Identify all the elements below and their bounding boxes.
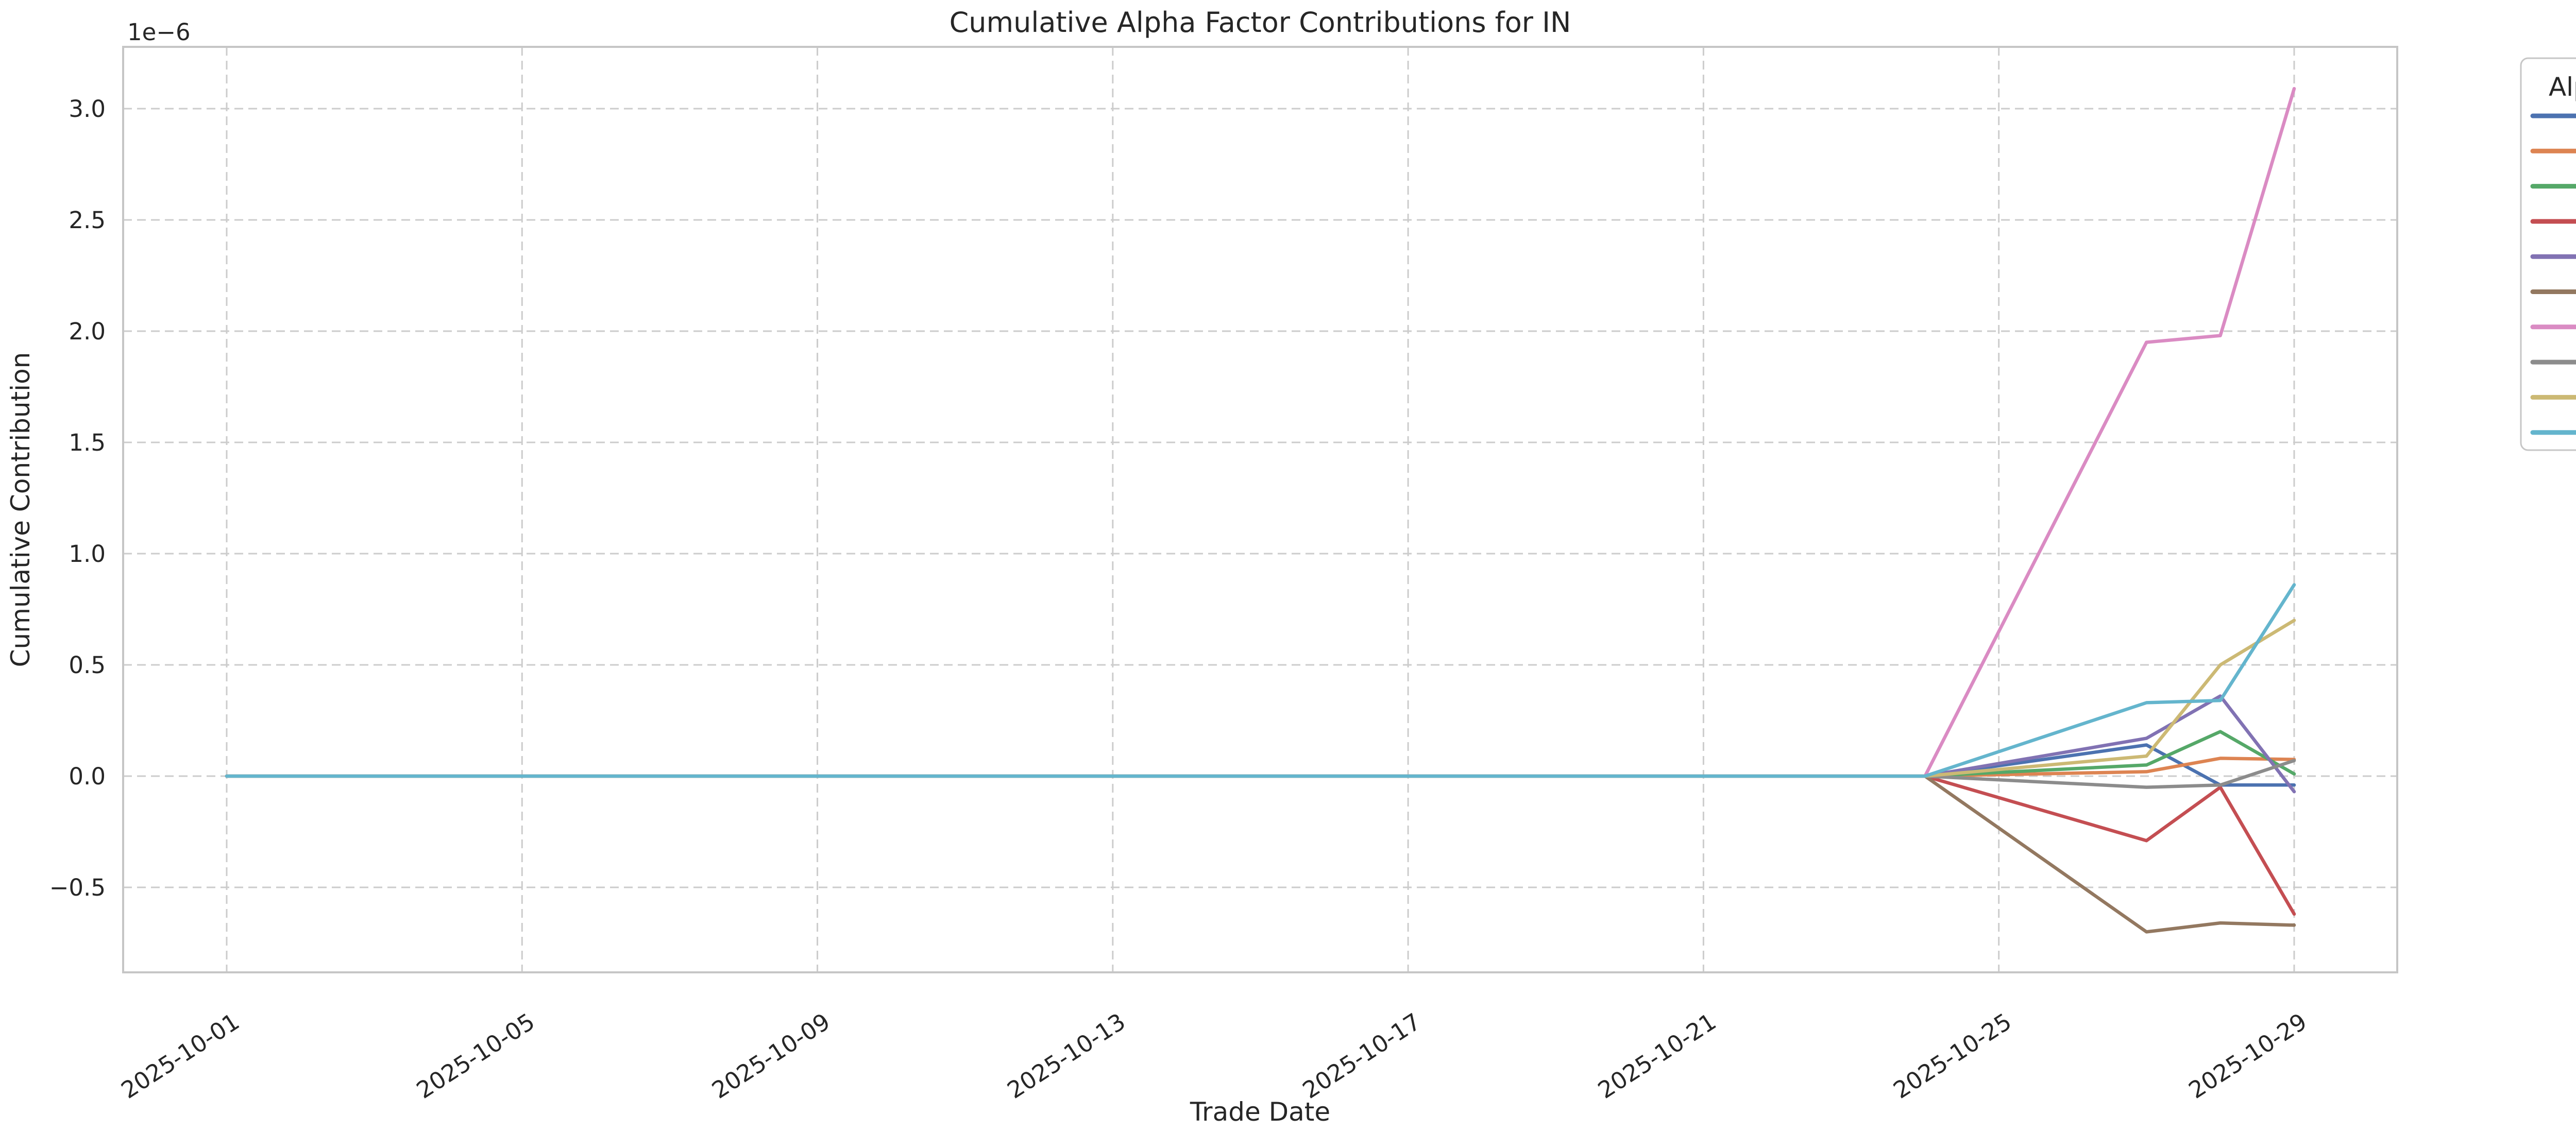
y-tick-label: −0.5 bbox=[49, 874, 106, 901]
legend-entry-stability: stability bbox=[2530, 359, 2576, 365]
chart-title: Cumulative Alpha Factor Contributions fo… bbox=[950, 6, 1571, 39]
y-tick-label: 1.0 bbox=[69, 540, 106, 568]
legend-entry-reversal: reversal bbox=[2530, 289, 2576, 294]
y-tick-labels: 3.0 2.5 2.0 1.5 1.0 0.5 0.0 −0.5 bbox=[49, 95, 106, 901]
legend-entry-value_gc: value_gc bbox=[2530, 395, 2576, 400]
y-tick-label: 1.5 bbox=[69, 429, 106, 456]
x-axis-label: Trade Date bbox=[1190, 1097, 1330, 1127]
y-tick-label: 3.0 bbox=[69, 95, 106, 123]
gridlines bbox=[123, 47, 2397, 972]
axes-spines bbox=[122, 46, 2398, 973]
series-line-value_liq bbox=[225, 583, 2296, 778]
y-tick-label: 0.5 bbox=[69, 651, 106, 679]
series-lines bbox=[225, 87, 2296, 934]
y-axis-label: Cumulative Contribution bbox=[6, 352, 36, 667]
legend-entry-fmom: fmom bbox=[2530, 113, 2576, 118]
legend: Alpha Factor fmom linkage momentum neglect qu… bbox=[2520, 57, 2576, 451]
y-axis-offset-label: 1e−6 bbox=[127, 19, 191, 46]
legend-entry-momentum: momentum bbox=[2530, 184, 2576, 189]
y-tick-label: 2.0 bbox=[69, 318, 106, 345]
legend-title: Alpha Factor bbox=[2549, 72, 2576, 102]
legend-entry-revision: revision bbox=[2530, 324, 2576, 330]
legend-entry-quality: quality bbox=[2530, 254, 2576, 259]
y-tick-label: 2.5 bbox=[69, 207, 106, 234]
legend-entry-linkage: linkage bbox=[2530, 148, 2576, 153]
y-tick-label: 0.0 bbox=[69, 763, 106, 790]
legend-entry-neglect: neglect bbox=[2530, 219, 2576, 224]
legend-box bbox=[2520, 57, 2576, 451]
legend-entry-value_liq: value_liq bbox=[2530, 430, 2576, 435]
